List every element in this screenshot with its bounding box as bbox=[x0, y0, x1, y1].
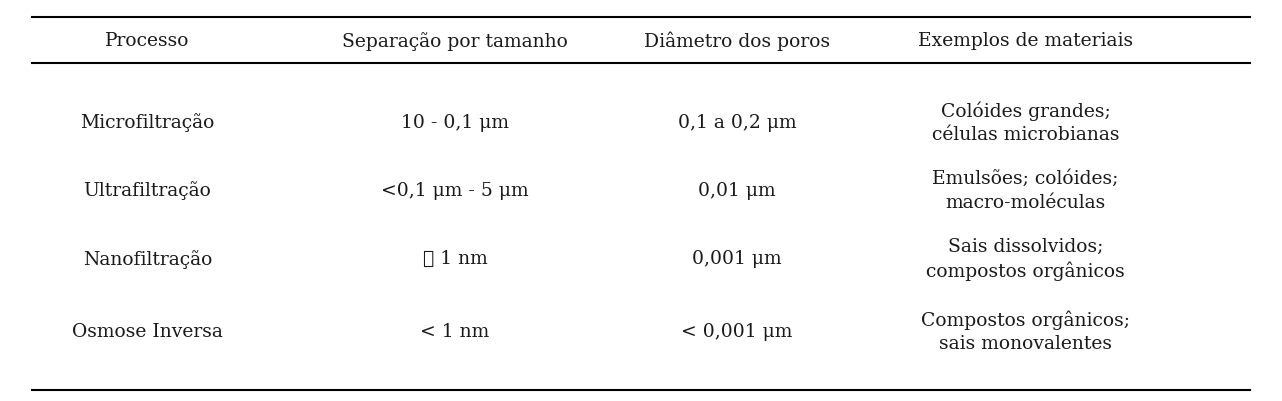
Text: Nanofiltração: Nanofiltração bbox=[83, 249, 212, 268]
Text: 0,01 μm: 0,01 μm bbox=[699, 182, 776, 199]
Text: Microfiltração: Microfiltração bbox=[81, 113, 214, 132]
Text: Colóides grandes;
células microbianas: Colóides grandes; células microbianas bbox=[932, 101, 1119, 144]
Text: Sais dissolvidos;
compostos orgânicos: Sais dissolvidos; compostos orgânicos bbox=[926, 237, 1126, 280]
Text: Osmose Inversa: Osmose Inversa bbox=[72, 322, 223, 340]
Text: Processo: Processo bbox=[105, 32, 190, 50]
Text: <0,1 μm - 5 μm: <0,1 μm - 5 μm bbox=[381, 182, 529, 199]
Text: Diâmetro dos poros: Diâmetro dos poros bbox=[644, 32, 831, 51]
Text: Compostos orgânicos;
sais monovalentes: Compostos orgânicos; sais monovalentes bbox=[920, 309, 1131, 352]
Text: Separação por tamanho: Separação por tamanho bbox=[342, 32, 568, 51]
Text: Ultrafiltração: Ultrafiltração bbox=[83, 181, 212, 200]
Text: < 0,001 μm: < 0,001 μm bbox=[682, 322, 792, 340]
Text: Emulsões; colóides;
macro-moléculas: Emulsões; colóides; macro-moléculas bbox=[932, 170, 1119, 211]
Text: 10 - 0,1 μm: 10 - 0,1 μm bbox=[401, 113, 509, 131]
Text: Exemplos de materiais: Exemplos de materiais bbox=[918, 32, 1133, 50]
Text: 0,1 a 0,2 μm: 0,1 a 0,2 μm bbox=[678, 113, 796, 131]
Text: < 1 nm: < 1 nm bbox=[420, 322, 490, 340]
Text: 0,001 μm: 0,001 μm bbox=[692, 250, 782, 267]
Text: ≅ 1 nm: ≅ 1 nm bbox=[423, 250, 487, 267]
